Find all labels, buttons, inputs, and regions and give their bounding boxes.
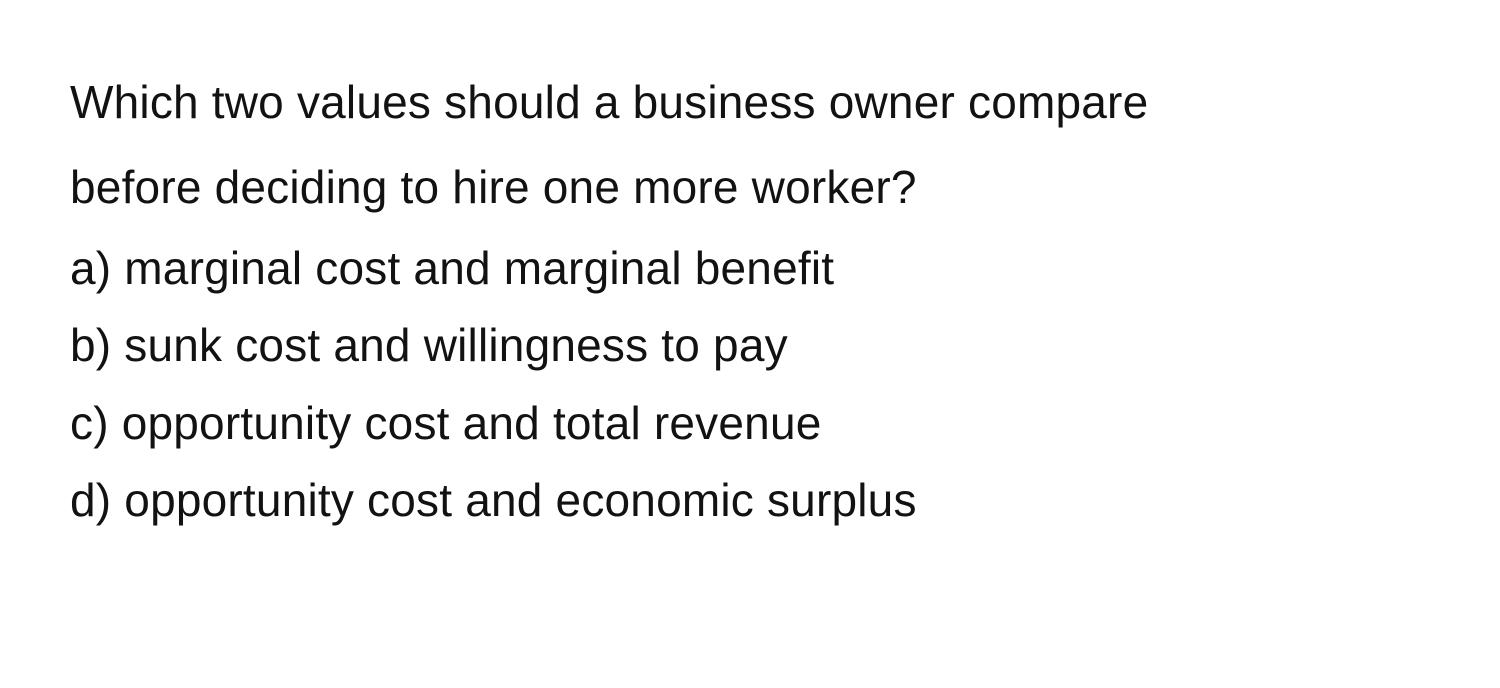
question-block: Which two values should a business owner… — [0, 0, 1500, 539]
option-a: a) marginal cost and marginal benefit — [70, 230, 1430, 307]
option-b: b) sunk cost and willingness to pay — [70, 307, 1430, 384]
question-text-line-2: before deciding to hire one more worker? — [70, 145, 1430, 230]
option-d: d) opportunity cost and economic surplus — [70, 462, 1430, 539]
question-text-line-1: Which two values should a business owner… — [70, 60, 1430, 145]
option-c: c) opportunity cost and total revenue — [70, 385, 1430, 462]
